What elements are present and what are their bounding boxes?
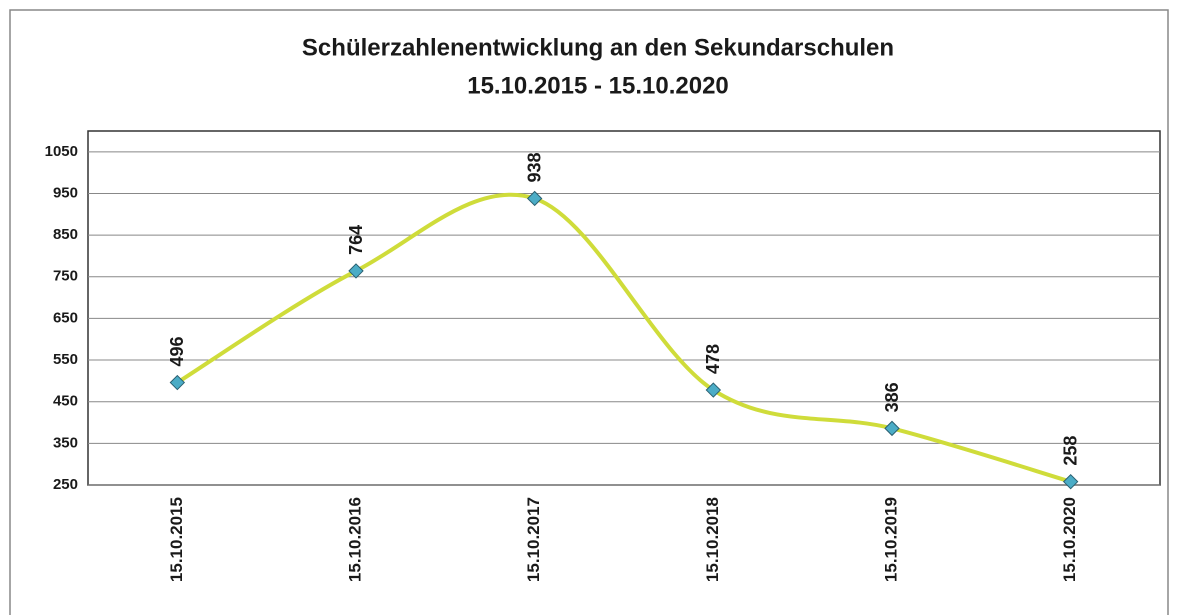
y-tick-label: 950 bbox=[53, 184, 78, 201]
data-point bbox=[526, 190, 543, 207]
data-point bbox=[705, 382, 722, 398]
data-label: 478 bbox=[703, 344, 723, 374]
x-tick-label: 15.10.2018 bbox=[703, 497, 722, 582]
y-tick-label: 850 bbox=[53, 226, 78, 243]
data-label: 764 bbox=[346, 225, 366, 255]
x-tick-label: 15.10.2015 bbox=[167, 497, 186, 582]
y-tick-label: 1050 bbox=[45, 143, 78, 160]
data-line bbox=[176, 192, 1072, 484]
x-tick-label: 15.10.2019 bbox=[881, 497, 900, 582]
data-point bbox=[169, 374, 186, 391]
data-point bbox=[884, 420, 900, 437]
y-tick-label: 350 bbox=[53, 434, 78, 451]
data-point bbox=[1062, 473, 1079, 490]
data-label: 496 bbox=[167, 337, 187, 367]
chart-subtitle: 15.10.2015 - 15.10.2020 bbox=[467, 72, 729, 99]
y-tick-label: 450 bbox=[53, 393, 78, 410]
chart-title: Schülerzahlenentwicklung an den Sekundar… bbox=[302, 34, 894, 61]
y-tick-label: 250 bbox=[53, 476, 78, 493]
x-tick-label: 15.10.2016 bbox=[345, 497, 364, 582]
plot-area bbox=[87, 130, 1161, 486]
y-tick-label: 750 bbox=[53, 268, 78, 285]
y-tick-label: 550 bbox=[53, 351, 78, 368]
data-label: 386 bbox=[882, 382, 902, 412]
data-label: 938 bbox=[524, 152, 544, 182]
x-tick-label: 15.10.2017 bbox=[524, 497, 543, 582]
data-label: 258 bbox=[1060, 436, 1080, 466]
x-tick-label: 15.10.2020 bbox=[1060, 497, 1079, 582]
y-tick-label: 650 bbox=[53, 309, 78, 326]
data-point bbox=[348, 263, 364, 279]
chart-frame bbox=[9, 9, 1169, 615]
